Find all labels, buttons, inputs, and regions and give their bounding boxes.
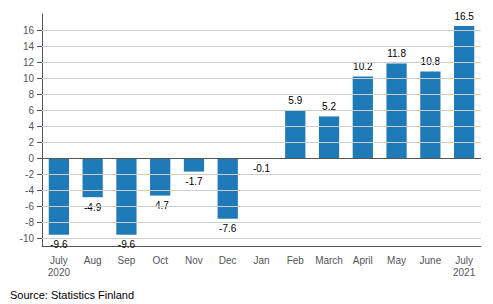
svg-text:-7.6: -7.6	[219, 223, 237, 234]
svg-text:2: 2	[28, 137, 34, 148]
svg-text:14: 14	[23, 41, 35, 52]
svg-text:April: April	[353, 255, 373, 266]
svg-text:-4: -4	[25, 185, 34, 196]
svg-text:Sep: Sep	[118, 255, 136, 266]
svg-text:June: June	[420, 255, 442, 266]
svg-text:-6: -6	[25, 201, 34, 212]
svg-text:Aug: Aug	[84, 255, 102, 266]
svg-text:-2: -2	[25, 169, 34, 180]
svg-text:-9.6: -9.6	[118, 239, 136, 250]
svg-text:11.8: 11.8	[387, 48, 406, 59]
svg-text:16.5: 16.5	[454, 11, 474, 22]
svg-text:Dec: Dec	[219, 255, 237, 266]
svg-text:March: March	[315, 255, 343, 266]
svg-text:2021: 2021	[453, 267, 476, 278]
svg-text:6: 6	[28, 105, 34, 116]
svg-text:10.8: 10.8	[421, 56, 441, 67]
svg-text:July: July	[455, 255, 473, 266]
svg-text:5.2: 5.2	[322, 100, 336, 112]
svg-text:16: 16	[23, 25, 35, 36]
svg-text:July: July	[50, 255, 68, 266]
svg-text:-4.7: -4.7	[152, 200, 170, 211]
svg-text:5.9: 5.9	[288, 95, 302, 106]
svg-text:10.2: 10.2	[353, 60, 373, 72]
svg-text:Jan: Jan	[253, 255, 269, 266]
svg-text:8: 8	[28, 89, 34, 100]
svg-text:Feb: Feb	[287, 255, 305, 266]
svg-text:-8: -8	[25, 217, 34, 228]
svg-text:Oct: Oct	[152, 255, 168, 266]
svg-text:Nov: Nov	[185, 255, 203, 266]
svg-text:May: May	[387, 255, 406, 266]
svg-text:-9.6: -9.6	[50, 239, 68, 250]
svg-text:-10: -10	[20, 233, 35, 244]
svg-text:0: 0	[28, 153, 34, 164]
svg-text:-4.9: -4.9	[84, 202, 102, 213]
svg-text:Source: Statistics Finland: Source: Statistics Finland	[10, 289, 134, 301]
svg-text:12: 12	[23, 57, 35, 68]
svg-text:10: 10	[23, 73, 35, 84]
svg-text:2020: 2020	[48, 267, 71, 278]
svg-text:-1.7: -1.7	[185, 176, 203, 187]
svg-text:-0.1: -0.1	[253, 163, 271, 174]
svg-text:4: 4	[28, 121, 34, 132]
